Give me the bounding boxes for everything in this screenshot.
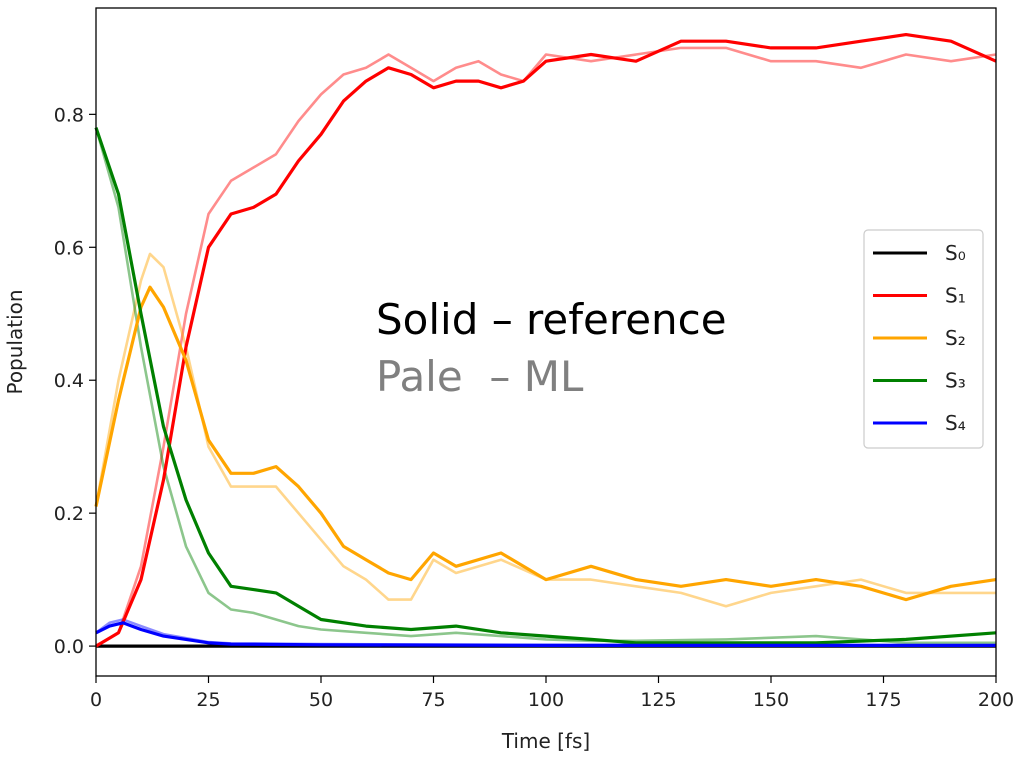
x-tick-label: 100 bbox=[528, 689, 564, 711]
x-tick-label: 125 bbox=[640, 689, 676, 711]
x-tick-label: 200 bbox=[978, 689, 1014, 711]
y-tick-label: 0.4 bbox=[54, 370, 84, 392]
series-ml-line-5 bbox=[95, 46, 997, 648]
series-reference-line-3 bbox=[94, 127, 997, 645]
x-tick-label: 150 bbox=[753, 689, 789, 711]
x-tick-label: 75 bbox=[421, 689, 445, 711]
legend-label: S₁ bbox=[945, 284, 966, 308]
y-axis: 0.0 0.2 0.4 0.6 0.8 bbox=[54, 104, 96, 658]
legend-label: S₃ bbox=[945, 369, 966, 393]
y-tick-label: 0.2 bbox=[54, 503, 84, 525]
x-axis-label: Time [fs] bbox=[501, 729, 590, 753]
series-reference-line-1 bbox=[95, 33, 997, 648]
series-ml-line-6 bbox=[94, 252, 996, 608]
annotation-pale-ml: Pale – ML bbox=[376, 352, 584, 401]
x-tick-label: 175 bbox=[865, 689, 901, 711]
series-ml-line-7 bbox=[94, 127, 996, 645]
y-tick-label: 0.6 bbox=[54, 237, 84, 259]
series-reference-line-2 bbox=[94, 285, 997, 602]
series-layer bbox=[94, 33, 997, 648]
legend-label: S₂ bbox=[945, 326, 966, 350]
x-tick-label: 50 bbox=[309, 689, 333, 711]
y-tick-label: 0.8 bbox=[54, 104, 84, 126]
series-reference-line-4 bbox=[95, 621, 996, 647]
y-axis-label: Population bbox=[3, 289, 27, 394]
legend: S₀ S₁ S₂ S₃ S₄ bbox=[863, 229, 984, 449]
annotation-solid-reference: Solid – reference bbox=[376, 295, 727, 344]
x-tick-label: 0 bbox=[90, 689, 102, 711]
x-tick-label: 25 bbox=[196, 689, 220, 711]
legend-label: S₄ bbox=[945, 411, 966, 435]
legend-label: S₀ bbox=[945, 241, 966, 265]
y-tick-label: 0.0 bbox=[54, 636, 84, 658]
x-axis: 0 25 50 75 100 125 150 175 200 bbox=[90, 676, 1014, 711]
